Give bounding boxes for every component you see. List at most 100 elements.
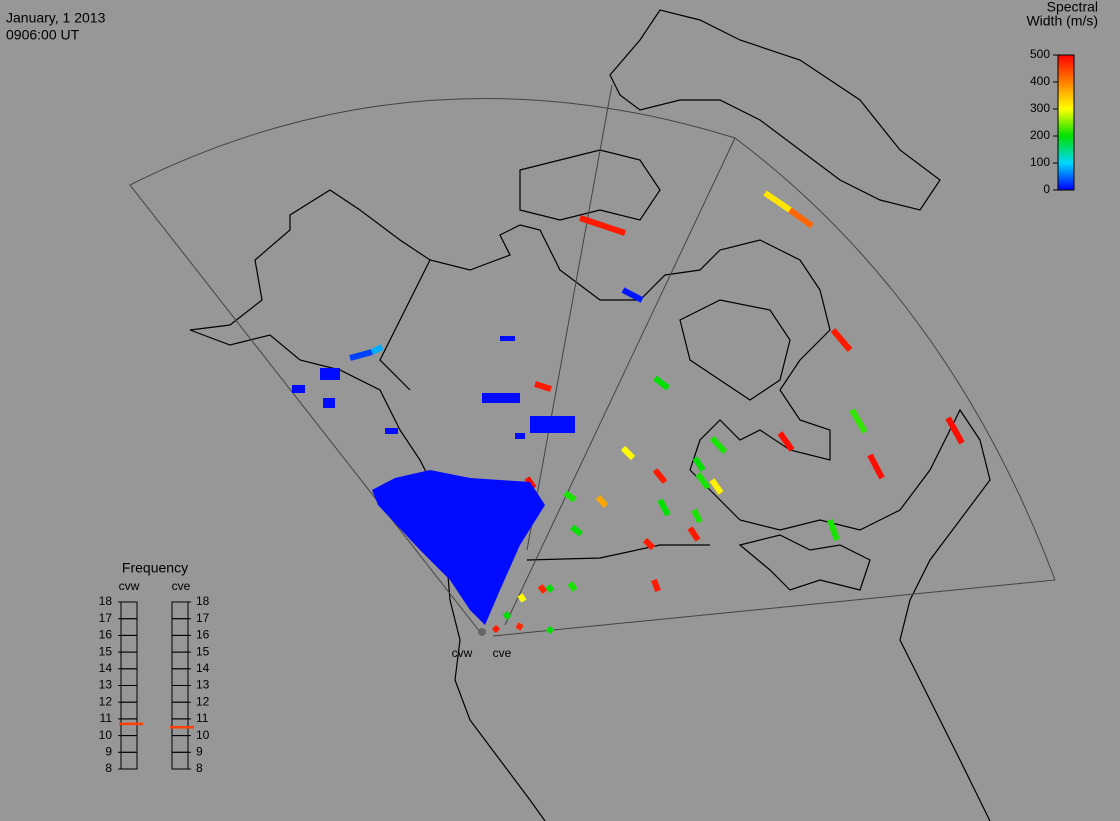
echo <box>763 190 792 213</box>
frequency-tick-label: 18 <box>99 594 113 608</box>
coastline <box>738 534 871 591</box>
echo <box>491 624 501 634</box>
radar-name: cve <box>172 579 191 593</box>
echo <box>695 472 711 490</box>
frequency-tick-label: 8 <box>196 761 203 775</box>
echo-area <box>515 433 525 439</box>
coastlines <box>189 9 991 821</box>
frequency-cell <box>120 601 138 620</box>
frequency-tick-label: 13 <box>196 678 210 692</box>
frequency-tick-label: 16 <box>196 628 210 642</box>
border <box>526 544 710 561</box>
echo <box>945 416 965 445</box>
frequency-tick-label: 10 <box>196 728 210 742</box>
echo <box>545 584 555 593</box>
echo <box>709 478 724 495</box>
echo <box>349 349 373 361</box>
colorbar-tick-label: 100 <box>1030 155 1050 169</box>
echo <box>788 207 814 229</box>
frequency-tick-label: 15 <box>196 644 210 658</box>
frequency-tick-label: 14 <box>99 661 113 675</box>
frequency-tick-label: 16 <box>99 628 113 642</box>
echo-area <box>385 428 398 434</box>
colorbar-tick-label: 200 <box>1030 128 1050 142</box>
frequency-tick-label: 11 <box>100 711 113 725</box>
echo <box>502 611 512 620</box>
echo <box>570 524 583 537</box>
coastline <box>609 9 941 211</box>
echo <box>657 498 671 517</box>
frequency-tick-label: 13 <box>99 678 113 692</box>
fov-outline <box>526 84 613 551</box>
echo <box>653 375 670 391</box>
echo <box>621 287 644 303</box>
echo <box>567 581 578 592</box>
radar-label: cvw <box>452 646 473 660</box>
frequency-tick-label: 11 <box>196 711 209 725</box>
echo <box>687 526 701 542</box>
echo <box>849 408 868 434</box>
colorbar-tick-label: 400 <box>1030 74 1050 88</box>
frequency-tick-label: 17 <box>99 611 113 625</box>
colorbar-tick-label: 300 <box>1030 101 1050 115</box>
fov-outline <box>492 137 1056 637</box>
echo <box>563 490 577 503</box>
echo <box>534 381 552 392</box>
echo <box>827 519 840 541</box>
echo <box>545 625 555 635</box>
radar-name: cvw <box>119 579 140 593</box>
fov-outline <box>129 98 736 633</box>
frequency-tick-label: 17 <box>196 611 210 625</box>
colorbar-title: Spectral <box>1047 0 1098 15</box>
frequency-tick-label: 10 <box>99 728 113 742</box>
echo <box>867 453 885 480</box>
frequency-title: Frequency <box>122 560 188 576</box>
echo <box>830 328 853 352</box>
frequency-tick-label: 14 <box>196 661 210 675</box>
date: January, 1 2013 <box>6 10 106 26</box>
colorbar-title: Width (m/s) <box>1026 13 1098 29</box>
colorbar-tick-label: 500 <box>1030 47 1050 61</box>
echo <box>777 431 795 452</box>
echo <box>651 578 661 593</box>
echo <box>709 435 728 455</box>
radar-site <box>478 628 486 636</box>
echo-area <box>320 368 340 380</box>
frequency-tick-label: 15 <box>99 644 113 658</box>
time: 0906:00 UT <box>6 27 80 43</box>
echo <box>652 468 668 484</box>
coastline <box>679 299 791 401</box>
frequency-tick-label: 18 <box>196 594 210 608</box>
colorbar <box>1057 54 1075 191</box>
echo-area <box>292 385 305 393</box>
echo-area <box>482 393 520 403</box>
colorbar-tick-label: 0 <box>1043 182 1050 196</box>
fov-outlines <box>129 84 1056 637</box>
frequency-tick-label: 12 <box>196 694 210 708</box>
echo <box>370 344 384 355</box>
frequency-tick-label: 12 <box>99 694 113 708</box>
echo <box>537 584 548 594</box>
frequency-tick-label: 9 <box>105 744 112 758</box>
echo <box>620 445 636 461</box>
border <box>379 259 431 391</box>
coastline <box>189 189 991 821</box>
radar-label: cve <box>493 646 512 660</box>
echo <box>579 215 626 236</box>
echo <box>595 495 609 508</box>
echo <box>642 537 656 551</box>
echoes <box>292 190 965 635</box>
frequency-tick-label: 8 <box>105 761 112 775</box>
echo <box>692 456 706 472</box>
echo <box>517 593 527 603</box>
frequency-tick-label: 9 <box>196 744 203 758</box>
echo-area <box>323 398 335 408</box>
echo <box>515 622 524 631</box>
echo-area <box>530 416 575 433</box>
coastline <box>519 149 661 221</box>
echo-area <box>372 470 545 625</box>
echo-area <box>500 336 515 341</box>
frequency-cell <box>171 601 189 620</box>
